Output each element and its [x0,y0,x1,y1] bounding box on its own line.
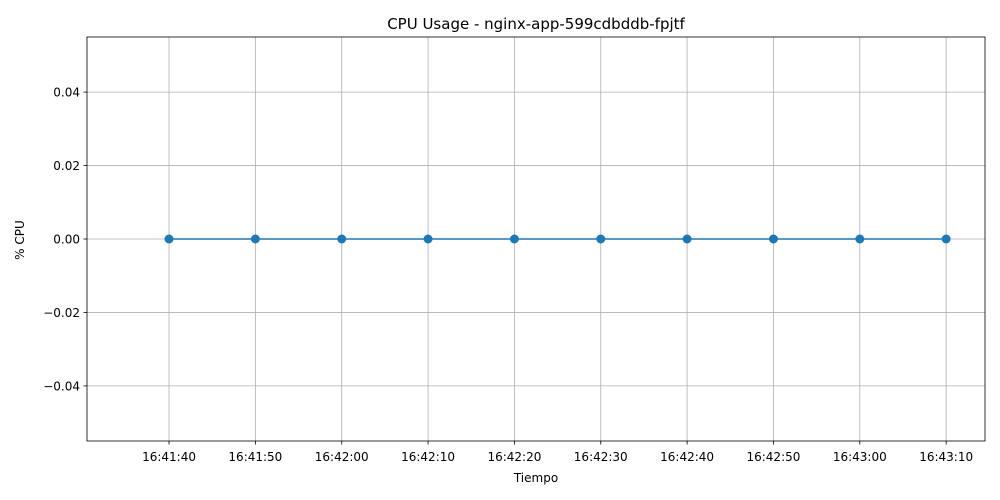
y-axis-ticks: 0.04 0.02 0.00 −0.02 −0.04 [43,86,87,393]
x-tick-label: 16:42:20 [487,450,541,464]
x-tick-label: 16:43:10 [919,450,973,464]
data-point [596,234,606,244]
x-tick-label: 16:42:00 [315,450,369,464]
chart-title: CPU Usage - nginx-app-599cdbddb-fpjtf [387,15,685,33]
x-tick-label: 16:41:50 [228,450,282,464]
data-point [682,234,692,244]
data-point [509,234,519,244]
data-point [941,234,951,244]
x-tick-label: 16:42:10 [401,450,455,464]
x-tick-label: 16:41:40 [142,450,196,464]
data-point [337,234,347,244]
x-tick-label: 16:43:00 [833,450,887,464]
y-tick-label: 0.00 [53,233,80,247]
data-point [423,234,433,244]
x-tick-label: 16:42:50 [746,450,800,464]
data-point [855,234,865,244]
data-point [768,234,778,244]
y-tick-label: 0.04 [53,86,80,100]
x-axis-ticks: 16:41:40 16:41:50 16:42:00 16:42:10 16:42:20… [142,441,973,464]
data-point [164,234,174,244]
data-points [164,234,951,244]
data-point [250,234,260,244]
y-tick-label: −0.02 [43,306,80,320]
y-tick-label: 0.02 [53,159,80,173]
x-tick-label: 16:42:30 [574,450,628,464]
plot-frame [86,36,986,442]
y-axis-label: % CPU [13,220,27,260]
y-tick-label: −0.04 [43,379,80,393]
x-axis-label: Tiempo [513,471,558,485]
x-tick-label: 16:42:40 [660,450,714,464]
